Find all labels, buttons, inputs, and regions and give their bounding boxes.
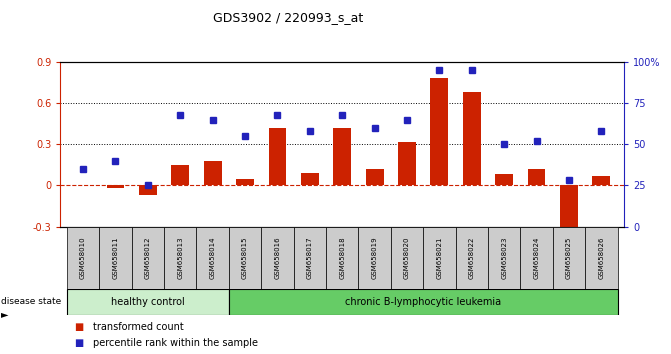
Text: GSM658014: GSM658014 [209,236,215,279]
Bar [398,142,416,185]
FancyBboxPatch shape [521,227,553,289]
FancyBboxPatch shape [553,227,585,289]
FancyBboxPatch shape [67,289,229,315]
Text: healthy control: healthy control [111,297,185,307]
FancyBboxPatch shape [132,227,164,289]
Bar [592,176,610,185]
Bar [139,185,157,195]
FancyBboxPatch shape [423,227,456,289]
Text: disease state: disease state [1,297,62,306]
Bar [301,173,319,185]
FancyBboxPatch shape [164,227,197,289]
Text: GSM658011: GSM658011 [113,236,119,279]
FancyBboxPatch shape [99,227,132,289]
Text: GSM658012: GSM658012 [145,236,151,279]
Text: GSM658026: GSM658026 [599,236,605,279]
FancyBboxPatch shape [358,227,391,289]
Bar [495,175,513,185]
Text: GSM658024: GSM658024 [533,236,539,279]
Text: chronic B-lymphocytic leukemia: chronic B-lymphocytic leukemia [345,297,501,307]
Bar [366,169,384,185]
Text: ■: ■ [74,322,83,332]
Bar [107,185,124,188]
Text: GSM658015: GSM658015 [242,236,248,279]
Bar [431,79,448,185]
Text: GSM658010: GSM658010 [80,236,86,279]
Text: GSM658016: GSM658016 [274,236,280,279]
Text: ►: ► [1,309,9,319]
Text: GDS3902 / 220993_s_at: GDS3902 / 220993_s_at [213,11,364,24]
FancyBboxPatch shape [391,227,423,289]
FancyBboxPatch shape [261,227,294,289]
Text: GSM658021: GSM658021 [436,236,442,279]
Text: transformed count: transformed count [93,322,183,332]
FancyBboxPatch shape [488,227,521,289]
Bar [204,161,221,185]
FancyBboxPatch shape [229,227,261,289]
Bar [171,165,189,185]
Text: GSM658013: GSM658013 [177,236,183,279]
Bar [527,169,546,185]
Text: GSM658023: GSM658023 [501,236,507,279]
FancyBboxPatch shape [67,227,99,289]
FancyBboxPatch shape [585,227,617,289]
Bar [333,128,351,185]
FancyBboxPatch shape [229,289,617,315]
Text: GSM658022: GSM658022 [469,236,475,279]
Text: ■: ■ [74,338,83,348]
Text: percentile rank within the sample: percentile rank within the sample [93,338,258,348]
FancyBboxPatch shape [456,227,488,289]
Bar [560,185,578,238]
FancyBboxPatch shape [197,227,229,289]
Text: GSM658025: GSM658025 [566,236,572,279]
Text: GSM658018: GSM658018 [340,236,345,279]
Bar [268,128,287,185]
FancyBboxPatch shape [326,227,358,289]
Text: GSM658017: GSM658017 [307,236,313,279]
Text: GSM658019: GSM658019 [372,236,378,279]
Bar [236,178,254,185]
Text: GSM658020: GSM658020 [404,236,410,279]
Bar [463,92,480,185]
FancyBboxPatch shape [294,227,326,289]
